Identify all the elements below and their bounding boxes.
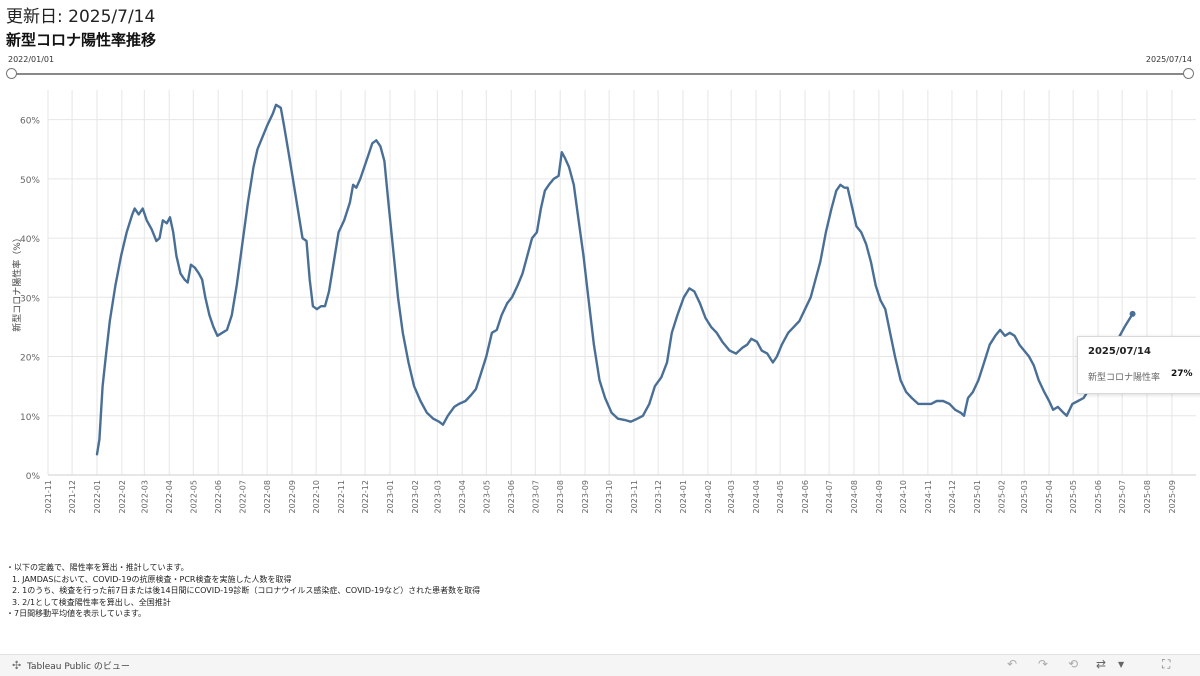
x-tick-label: 2025-06: [1094, 480, 1103, 513]
revert-icon[interactable]: ⟲: [1068, 657, 1079, 671]
x-tick-label: 2023-10: [605, 480, 614, 513]
y-tick-label: 10%: [20, 413, 40, 423]
note-line: 1. JAMDASにおいて、COVID-19の抗原検査・PCR検査を実施した人数…: [12, 574, 292, 584]
x-tick-label: 2022-05: [189, 480, 198, 513]
page-title: 新型コロナ陽性率推移: [6, 31, 157, 49]
x-tick-label: 2022-07: [238, 480, 247, 513]
x-tick-label: 2023-12: [654, 480, 663, 513]
x-tick-label: 2022-06: [214, 480, 223, 513]
y-tick-label: 30%: [20, 294, 40, 304]
x-tick-label: 2025-01: [973, 480, 982, 513]
positivity-line-chart[interactable]: 0% 10% 20% 30% 40% 50% 60% 2021-11 2021-12 2022-0…: [0, 80, 1200, 560]
x-tick-label: 2025-04: [1045, 480, 1054, 513]
data-tooltip: 2025/07/14 新型コロナ陽性率 27%: [1077, 336, 1200, 394]
x-tick-label: 2024-05: [776, 480, 785, 513]
dropdown-icon[interactable]: ▼: [1118, 660, 1125, 669]
y-axis-title: 新型コロナ陽性率（%）: [11, 233, 23, 332]
x-tick-label: 2023-11: [630, 480, 639, 513]
x-tick-label: 2025-02: [998, 480, 1007, 513]
tooltip-value: 27%: [1171, 369, 1193, 379]
x-tick-label: 2022-08: [263, 480, 272, 513]
x-tick-label: 2022-04: [165, 480, 174, 513]
x-tick-label: 2022-10: [312, 480, 321, 513]
x-tick-label: 2024-12: [948, 480, 957, 513]
x-tick-label: 2022-12: [361, 480, 370, 513]
x-tick-label: 2023-04: [458, 480, 467, 513]
note-line: ・以下の定義で、陽性率を算出・推計しています。: [6, 563, 189, 572]
x-tick-label: 2023-01: [386, 480, 395, 513]
tableau-footer: ✣ Tableau Public のビュー ↶ ↷ ⟲ ⇄ ▼ ⛶: [0, 654, 1200, 676]
x-tick-label: 2024-03: [727, 480, 736, 513]
y-tick-label: 40%: [20, 235, 40, 245]
date-range-end: 2025/07/14: [1145, 55, 1192, 64]
x-tick-label: 2025-05: [1069, 480, 1078, 513]
x-tick-label: 2022-01: [93, 480, 102, 513]
x-tick-label: 2021-12: [68, 480, 77, 513]
tableau-logo-icon: ✣: [12, 659, 22, 672]
y-tick-label: 50%: [20, 176, 40, 186]
x-tick-label: 2024-06: [801, 480, 810, 513]
x-tick-label: 2023-03: [433, 480, 442, 513]
x-tick-label: 2025-07: [1118, 480, 1127, 513]
x-tick-label: 2022-02: [118, 480, 127, 513]
x-tick-label: 2024-02: [704, 480, 713, 513]
note-line: ・7日間移動平均値を表示しています。: [6, 609, 147, 618]
x-tick-label: 2024-01: [679, 480, 688, 513]
x-tick-label: 2023-08: [556, 480, 565, 513]
x-tick-label: 2022-03: [140, 480, 149, 513]
x-tick-label: 2025-09: [1168, 480, 1177, 513]
latest-point-marker: [1129, 310, 1136, 317]
x-tick-label: 2023-06: [507, 480, 516, 513]
date-range-start-handle[interactable]: [6, 68, 17, 79]
x-tick-label: 2023-07: [531, 480, 540, 513]
note-line: 3. 2/1として検査陽性率を算出し、全国推計: [12, 597, 171, 607]
tooltip-date: 2025/07/14: [1088, 346, 1151, 357]
x-tick-label: 2025-08: [1143, 480, 1152, 513]
methodology-notes: ・以下の定義で、陽性率を算出・推計しています。 1. JAMDASにおいて、CO…: [6, 562, 480, 620]
x-tick-label: 2023-02: [411, 480, 420, 513]
undo-icon[interactable]: ↶: [1007, 657, 1018, 671]
date-range-end-handle[interactable]: [1183, 68, 1194, 79]
x-tick-label: 2024-10: [899, 480, 908, 513]
x-tick-label: 2024-09: [875, 480, 884, 513]
x-tick-label: 2023-09: [581, 480, 590, 513]
date-range-slider-track[interactable]: [10, 73, 1188, 75]
date-range-start: 2022/01/01: [8, 55, 55, 64]
x-tick-label: 2021-11: [44, 480, 53, 513]
y-tick-label: 0%: [26, 472, 41, 482]
x-tick-label: 2024-04: [752, 480, 761, 513]
x-tick-label: 2022-09: [288, 480, 297, 513]
y-tick-label: 60%: [20, 117, 40, 127]
x-tick-label: 2024-07: [825, 480, 834, 513]
x-tick-label: 2022-11: [337, 480, 346, 513]
x-tick-label: 2025-03: [1020, 480, 1029, 513]
note-line: 2. 1のうち、検査を行った前7日または後14日間にCOVID-19診断（コロナ…: [12, 586, 481, 595]
tooltip-label: 新型コロナ陽性率: [1088, 373, 1161, 383]
x-tick-label: 2024-11: [924, 480, 933, 513]
x-tick-label: 2023-05: [482, 480, 491, 513]
fullscreen-icon[interactable]: ⛶: [1162, 657, 1171, 671]
x-tick-label: 2024-08: [850, 480, 859, 513]
positivity-rate-line: [95, 103, 1134, 456]
y-tick-label: 20%: [20, 354, 40, 364]
redo-icon[interactable]: ↷: [1038, 657, 1049, 671]
tableau-public-link[interactable]: Tableau Public のビュー: [27, 662, 130, 672]
last-updated: 更新日: 2025/7/14: [6, 7, 156, 27]
share-icon[interactable]: ⇄: [1096, 657, 1107, 671]
